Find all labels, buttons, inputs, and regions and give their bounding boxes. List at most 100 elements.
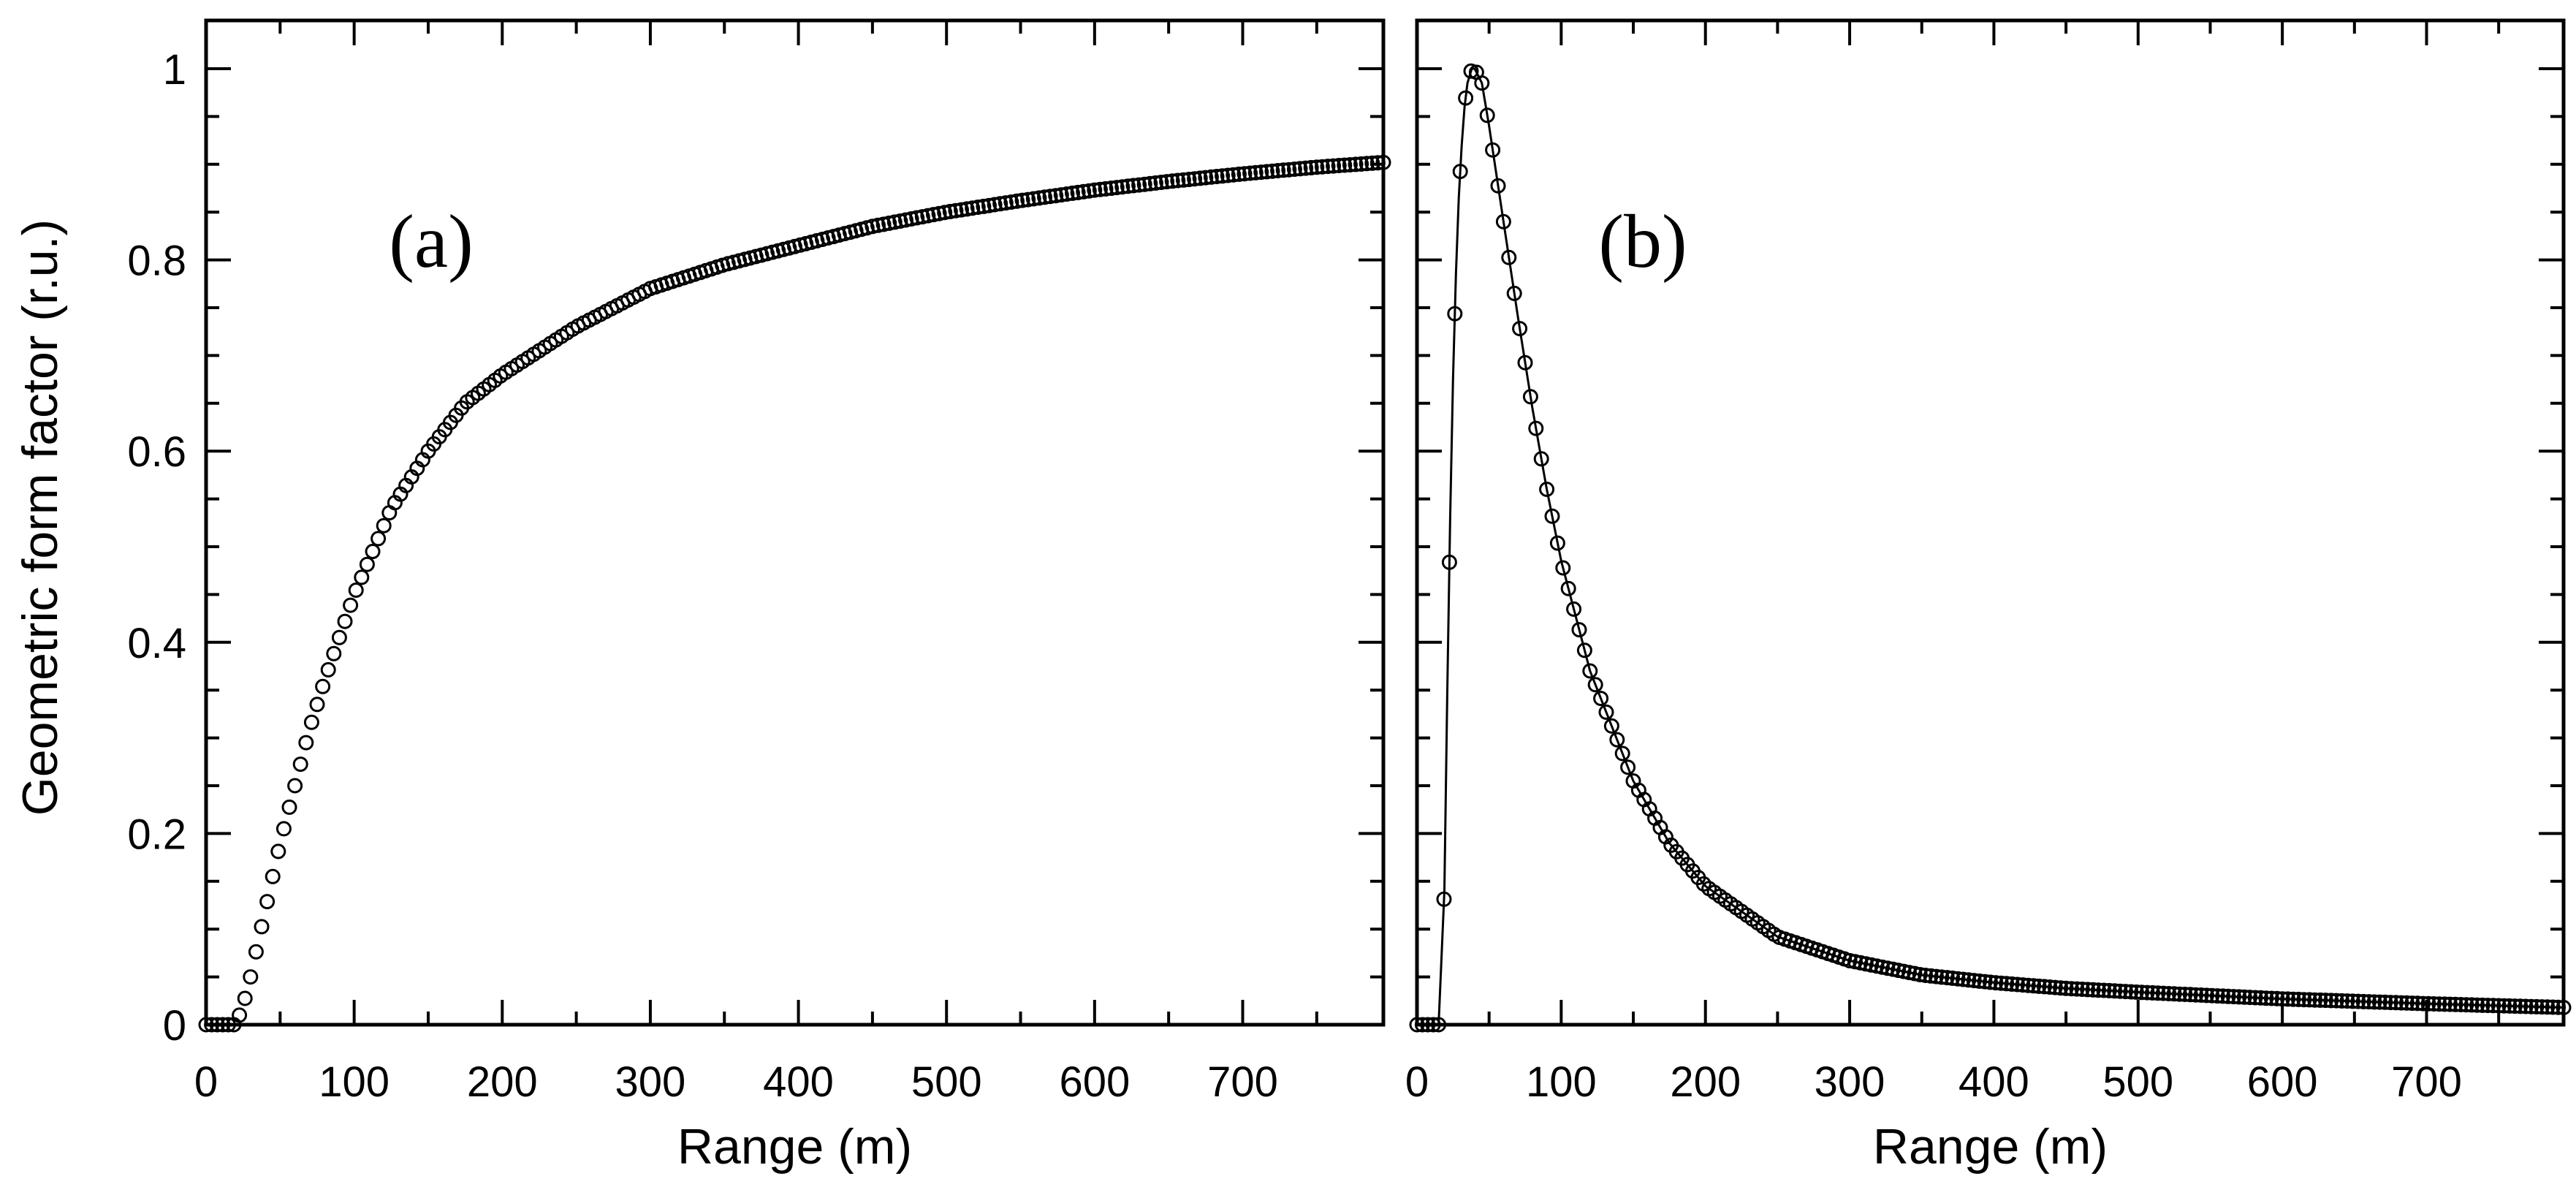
data-point	[1934, 969, 1950, 985]
data-point	[2539, 999, 2556, 1015]
data-point	[1331, 158, 1347, 173]
data-point	[1270, 163, 1286, 178]
data-point	[2177, 987, 2193, 1002]
x-axis-title: Range (m)	[1873, 1119, 2108, 1175]
data-point	[2350, 993, 2366, 1009]
data-point	[2280, 991, 2296, 1007]
data-point	[2366, 994, 2382, 1010]
data-point	[2128, 984, 2144, 1000]
data-point	[2377, 994, 2393, 1010]
data-point	[2112, 983, 2128, 999]
data-point	[2534, 999, 2550, 1015]
data-point	[1474, 75, 1490, 91]
data-point	[1037, 189, 1052, 205]
data-point	[1076, 183, 1092, 200]
data-point	[1170, 172, 1186, 189]
data-point	[1353, 156, 1369, 172]
data-point	[1620, 759, 1636, 775]
data-point	[1977, 974, 1993, 990]
data-point	[1506, 285, 1522, 301]
data-point	[2091, 982, 2106, 998]
data-point	[1020, 191, 1036, 208]
data-point	[1603, 718, 1619, 734]
data-point	[959, 201, 975, 217]
data-point	[315, 678, 331, 694]
data-point	[1031, 190, 1047, 206]
data-point	[1447, 306, 1463, 322]
data-point	[2161, 986, 2177, 1001]
data-point	[2209, 988, 2225, 1004]
plot-frame	[1415, 18, 2566, 1027]
data-point	[2123, 984, 2139, 1000]
data-point	[2415, 995, 2431, 1012]
panel-label: (a)	[389, 200, 473, 284]
data-point	[1364, 155, 1380, 171]
data-point	[1858, 956, 1874, 972]
x-tick-label: 700	[2391, 1058, 2462, 1106]
plot-frame	[204, 18, 1386, 1027]
data-point	[2263, 990, 2279, 1006]
data-point	[1125, 178, 1141, 194]
data-point	[1593, 691, 1609, 707]
y-axis-title: Geometric form factor (r.u.)	[12, 219, 68, 816]
data-point	[2447, 996, 2463, 1012]
data-point	[981, 197, 997, 213]
data-point	[998, 195, 1014, 211]
data-point	[1869, 958, 1885, 974]
data-point	[1485, 142, 1501, 158]
data-point	[1159, 174, 1175, 190]
x-tick-label: 300	[615, 1058, 686, 1106]
data-point	[1369, 155, 1386, 171]
data-point	[2242, 990, 2258, 1006]
x-tick-label: 200	[467, 1058, 538, 1106]
data-point	[348, 583, 364, 598]
data-point	[2026, 978, 2042, 994]
data-point	[292, 756, 308, 773]
data-point	[359, 556, 375, 572]
data-point	[1114, 179, 1131, 195]
data-point	[2010, 976, 2025, 993]
data-point	[1945, 970, 1961, 986]
data-point	[1441, 554, 1457, 570]
data-point	[270, 843, 286, 860]
data-point	[926, 207, 941, 223]
data-point	[1314, 159, 1330, 175]
data-point	[1065, 185, 1080, 201]
data-point	[2556, 1000, 2572, 1015]
x-axis-title: Range (m)	[677, 1119, 912, 1175]
data-point	[1891, 963, 1907, 979]
data-point	[870, 217, 886, 233]
data-point	[1147, 175, 1163, 191]
data-point	[1598, 704, 1614, 720]
x-tick-label: 200	[1670, 1058, 1741, 1106]
data-point	[1490, 178, 1506, 194]
panel-label: (b)	[1598, 200, 1687, 284]
data-point	[1912, 967, 1928, 982]
data-point	[1048, 188, 1064, 204]
data-point	[2317, 993, 2333, 1009]
data-point	[1566, 601, 1582, 617]
data-point	[1555, 560, 1571, 576]
data-point	[1409, 1017, 1425, 1033]
data-point	[343, 597, 359, 613]
data-point	[2150, 985, 2166, 1001]
data-point	[1539, 482, 1555, 497]
data-point	[1092, 181, 1108, 197]
data-point	[865, 219, 881, 235]
data-point	[1929, 968, 1944, 985]
data-point	[987, 197, 1003, 213]
data-point	[2080, 982, 2096, 998]
data-point	[970, 200, 986, 215]
data-point	[2220, 988, 2236, 1004]
data-point	[2328, 993, 2344, 1009]
data-point	[2053, 980, 2069, 996]
data-point	[2042, 979, 2058, 995]
data-point	[1495, 213, 1511, 229]
data-point	[1972, 973, 1988, 989]
data-point	[2037, 979, 2052, 995]
data-point	[2096, 982, 2112, 998]
data-point	[2545, 999, 2561, 1015]
data-point	[1009, 193, 1025, 209]
data-point	[903, 211, 919, 227]
data-point	[1220, 167, 1236, 183]
